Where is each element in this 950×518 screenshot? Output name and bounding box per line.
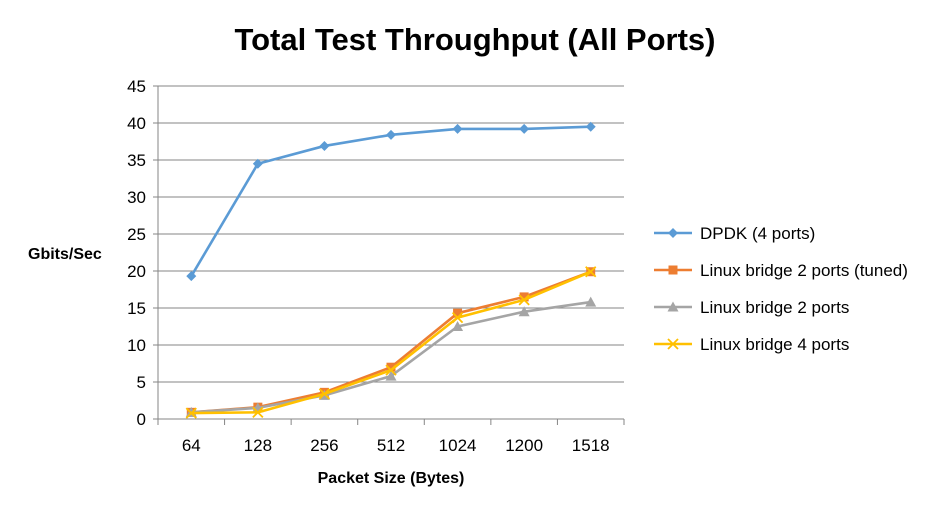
y-tick-labels: 0 5 10 15 20 25 30 35 40 45 (127, 77, 146, 429)
x-tick-label: 512 (377, 436, 405, 455)
data-point (585, 121, 596, 132)
y-tick-label: 15 (127, 299, 146, 318)
series (185, 121, 597, 419)
data-point (452, 123, 463, 134)
data-point (519, 292, 529, 302)
legend-entry: Linux bridge 2 ports (654, 298, 849, 317)
x-tick-label: 1024 (439, 436, 477, 455)
data-point (386, 362, 396, 372)
y-tick-label: 45 (127, 77, 146, 96)
series-line (190, 125, 591, 277)
legend-label: DPDK (4 ports) (700, 224, 815, 243)
x-tick-labels: 64 128 256 512 1024 1200 1518 (182, 436, 610, 455)
data-point (185, 407, 197, 419)
x-tick-label: 64 (182, 436, 201, 455)
y-tick-label: 20 (127, 262, 146, 281)
data-point (453, 308, 463, 318)
legend-entry: Linux bridge 4 ports (654, 335, 849, 354)
legend-entry: Linux bridge 2 ports (tuned) (654, 261, 908, 280)
legend-entry: DPDK (4 ports) (654, 224, 815, 243)
legend-label: Linux bridge 2 ports (700, 298, 849, 317)
data-point (252, 158, 263, 169)
y-tick-label: 0 (137, 410, 146, 429)
data-point (385, 364, 397, 376)
x-axis-label: Packet Size (Bytes) (318, 470, 465, 487)
data-point (386, 129, 396, 140)
x-tick-label: 1518 (572, 436, 610, 455)
data-point (518, 306, 530, 317)
data-point (585, 266, 597, 278)
y-tick-label: 40 (127, 114, 146, 133)
series-group (185, 266, 597, 419)
legend: DPDK (4 ports) Linux bridge 2 ports (tune… (654, 224, 908, 354)
data-point (385, 370, 397, 381)
y-tick-label: 30 (127, 188, 146, 207)
series-group (185, 296, 597, 417)
legend-label: Linux bridge 2 ports (tuned) (700, 261, 908, 280)
gridlines (158, 85, 624, 383)
y-tick-label: 10 (127, 336, 146, 355)
data-point (318, 388, 331, 400)
legend-label: Linux bridge 4 ports (700, 335, 849, 354)
y-tick-label: 5 (137, 373, 146, 392)
data-point (252, 406, 264, 418)
data-point (585, 296, 597, 307)
axes (153, 85, 625, 425)
data-point (519, 123, 530, 134)
y-axis-label: Gbits/Sec (28, 246, 102, 263)
x-tick-label: 1200 (505, 436, 543, 455)
legend-marker (668, 265, 678, 275)
series-line (191, 300, 591, 414)
data-point (186, 271, 197, 282)
series-group (186, 121, 596, 282)
data-point (518, 294, 530, 306)
data-point (451, 311, 464, 324)
legend-marker (667, 338, 679, 350)
data-point (319, 140, 330, 151)
y-tick-label: 25 (127, 225, 146, 244)
legend-marker (667, 301, 679, 312)
series-group (186, 267, 596, 417)
chart-title: Total Test Throughput (All Ports) (234, 22, 715, 57)
series-line (191, 270, 592, 414)
x-tick-label: 128 (244, 436, 272, 455)
legend-marker (668, 228, 678, 238)
data-point (452, 321, 464, 331)
y-tick-label: 35 (127, 151, 146, 170)
x-tick-label: 256 (310, 436, 338, 455)
series-line (191, 270, 592, 415)
